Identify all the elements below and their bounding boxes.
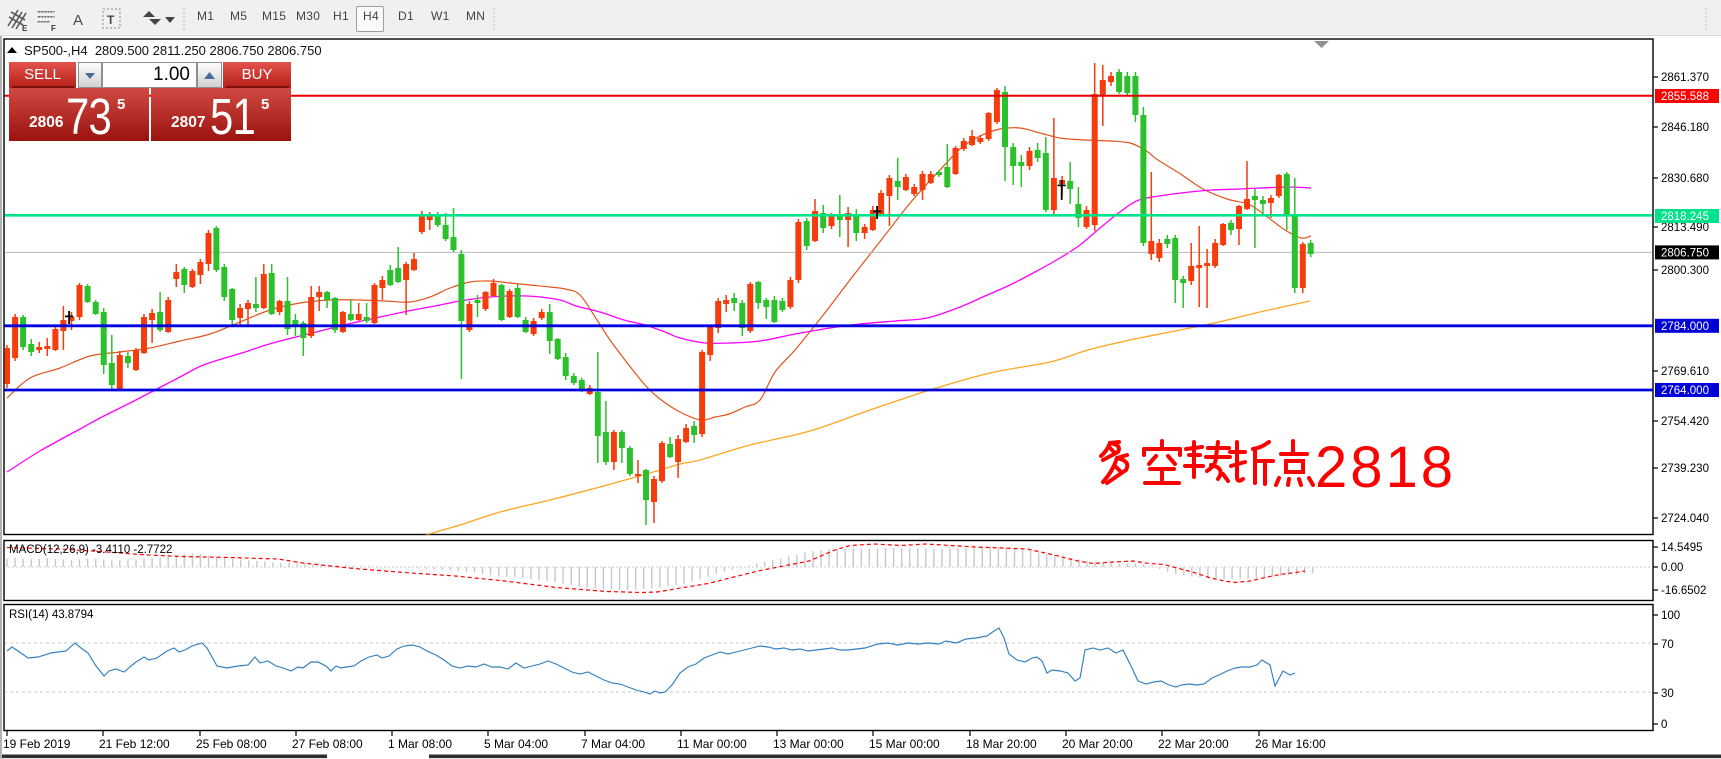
svg-text:A: A [73,12,83,29]
svg-text:2754.420: 2754.420 [1661,416,1709,428]
svg-text:1 Mar 08:00: 1 Mar 08:00 [388,737,452,751]
svg-text:0: 0 [1661,719,1667,731]
svg-text:2830.680: 2830.680 [1661,173,1709,185]
svg-text:14.5495: 14.5495 [1661,542,1703,554]
svg-text:13 Mar 00:00: 13 Mar 00:00 [773,737,844,751]
svg-text:5 Mar 04:00: 5 Mar 04:00 [484,737,548,751]
svg-text:0.00: 0.00 [1661,562,1683,574]
svg-text:11 Mar 00:00: 11 Mar 00:00 [677,737,747,751]
svg-text:30: 30 [1661,688,1674,700]
svg-text:2813.490: 2813.490 [1661,222,1709,234]
svg-text:-16.6502: -16.6502 [1661,585,1706,597]
svg-text:15 Mar 00:00: 15 Mar 00:00 [869,737,940,751]
svg-text:2784.000: 2784.000 [1661,321,1709,333]
svg-text:25 Feb 08:00: 25 Feb 08:00 [196,737,267,751]
svg-text:27 Feb 08:00: 27 Feb 08:00 [292,737,363,751]
svg-text:2806.750: 2806.750 [1661,248,1709,260]
svg-text:2846.180: 2846.180 [1661,122,1709,134]
svg-text:T: T [107,13,115,27]
svg-text:22 Mar 20:00: 22 Mar 20:00 [1158,737,1229,751]
svg-text:26 Mar 16:00: 26 Mar 16:00 [1255,737,1326,751]
svg-text:2764.000: 2764.000 [1661,385,1709,397]
svg-text:2855.588: 2855.588 [1661,91,1709,103]
svg-text:20 Mar 20:00: 20 Mar 20:00 [1062,737,1133,751]
svg-text:2861.370: 2861.370 [1661,72,1709,84]
svg-text:18 Mar 20:00: 18 Mar 20:00 [966,737,1037,751]
svg-text:100: 100 [1661,610,1680,622]
svg-text:2800.300: 2800.300 [1661,265,1709,277]
svg-text:70: 70 [1661,639,1674,651]
svg-text:7 Mar 04:00: 7 Mar 04:00 [581,737,645,751]
svg-text:2818.245: 2818.245 [1661,211,1709,223]
svg-text:E: E [22,24,28,33]
svg-text:F: F [51,24,56,33]
svg-text:21 Feb 12:00: 21 Feb 12:00 [99,737,170,751]
svg-text:19 Feb 2019: 19 Feb 2019 [3,737,71,751]
svg-text:2739.230: 2739.230 [1661,463,1709,475]
svg-text:2818: 2818 [1315,435,1456,500]
svg-text:2769.610: 2769.610 [1661,366,1709,378]
svg-text:2724.040: 2724.040 [1661,513,1709,525]
svg-text:RSI(14) 43.8794: RSI(14) 43.8794 [9,609,94,621]
svg-text:MACD(12,26,9) -3.4110 -2.7722: MACD(12,26,9) -3.4110 -2.7722 [9,544,172,556]
